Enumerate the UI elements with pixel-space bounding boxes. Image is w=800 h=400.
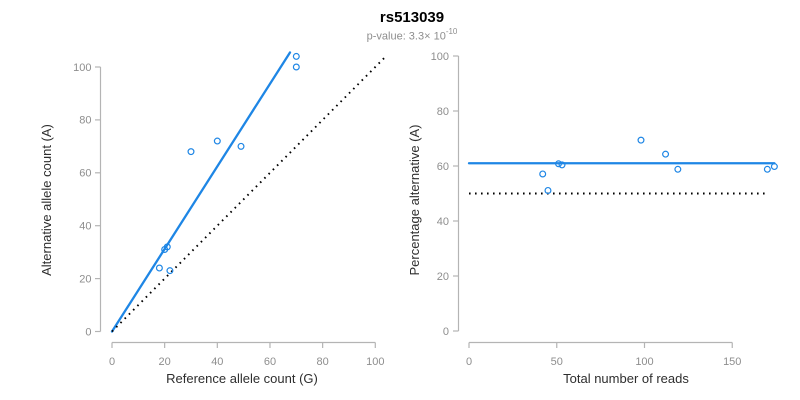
data-point [166,267,174,275]
y-tick-label: 60 [437,161,449,173]
plot-title: rs513039 [379,9,445,26]
y-axis-title: Percentage alternative (A) [407,124,422,275]
data-point [163,243,171,251]
x-tick-label: 80 [317,356,329,368]
y-tick-label: 20 [437,271,449,283]
data-point [237,142,245,150]
p-value-text: p-value: 3.3× 10 [366,30,446,43]
x-tick-label: 60 [264,356,276,368]
data-point [770,163,778,171]
x-tick-label: 0 [466,356,472,368]
data-point [637,136,645,144]
x-tick-label: 50 [551,356,563,368]
x-tick-label: 40 [211,356,223,368]
y-tick-label: 0 [85,326,91,338]
y-tick-label: 20 [79,273,91,285]
y-tick-label: 60 [79,168,91,180]
y-axis-title: Alternative allele count (A) [39,124,54,276]
data-point [662,150,670,158]
identity-line [111,54,388,333]
x-axis-title: Total number of reads [563,371,689,386]
right-panel: 0 50 100 150 0 20 40 60 80 100 Total number of rea… [407,51,778,386]
data-point [292,63,300,71]
x-axis-title: Reference allele count (G) [166,371,318,386]
y-tick-label: 100 [73,62,91,74]
p-value-exponent: -10 [445,27,458,36]
data-point [544,186,552,194]
left-panel: 0 20 40 60 80 100 0 20 40 60 80 100 Reference allele… [39,51,388,386]
y-tick-label: 80 [79,115,91,127]
data-point [292,52,300,60]
x-tick-label: 20 [159,356,171,368]
x-tick-label: 100 [635,356,653,368]
x-tick-label: 0 [109,356,115,368]
y-tick-label: 80 [437,106,449,118]
data-point [763,165,771,173]
data-point [213,137,221,145]
y-tick-label: 40 [79,221,91,233]
data-point [674,165,682,173]
data-point [555,160,563,168]
data-point [155,264,163,272]
data-point [558,161,566,169]
p-value-subtitle: p-value: 3.3× 10-10 [366,27,458,43]
y-tick-label: 100 [431,51,449,63]
fit-line [110,51,292,333]
y-tick-label: 40 [437,216,449,228]
x-tick-label: 100 [366,356,384,368]
data-point [539,170,547,178]
x-tick-label: 150 [723,356,741,368]
y-tick-label: 0 [443,326,449,338]
data-point [187,148,195,156]
